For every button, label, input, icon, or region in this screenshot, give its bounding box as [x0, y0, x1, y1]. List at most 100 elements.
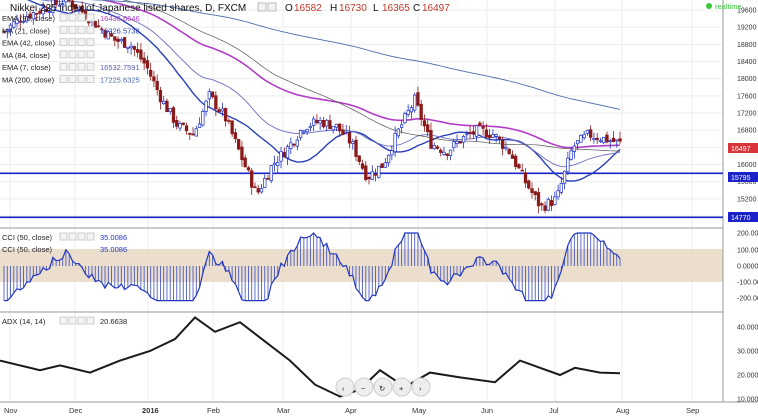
chart-grid — [0, 0, 723, 402]
cci-band — [0, 249, 723, 282]
candle-body — [302, 130, 306, 133]
adx-tick-label: 10.000 — [737, 397, 758, 404]
candle-body — [191, 133, 195, 136]
price-tick-label: 15200 — [737, 196, 757, 203]
candle-body — [585, 129, 590, 134]
candle-body — [139, 49, 143, 60]
support-lines[interactable] — [0, 172, 723, 219]
candle-body — [413, 94, 417, 111]
time-tick-label: Jun — [481, 406, 493, 415]
legend-button-icon — [68, 62, 77, 71]
candle-body — [396, 128, 401, 137]
candle-body — [237, 139, 241, 150]
ohlc-key: H — [330, 3, 337, 14]
realtime-dot-icon — [706, 3, 712, 9]
zoom-in-button[interactable]: + — [392, 377, 412, 397]
candle-body — [523, 172, 528, 184]
candle-body — [12, 21, 16, 28]
candle-body — [559, 183, 563, 193]
candle-body — [64, 0, 68, 3]
price-tick-label: 15600 — [737, 179, 757, 186]
candle-body — [461, 136, 466, 143]
candle-body — [575, 140, 580, 145]
candle-body — [217, 109, 221, 112]
price-tick-label: 18400 — [737, 59, 757, 66]
ema42-line — [39, 0, 621, 168]
ohlc-readout: O 16582 H 16730 L 16365 C 16497 — [285, 3, 450, 14]
candle-body — [210, 91, 215, 98]
time-axis[interactable]: Nov Dec 2016 Feb Mar Apr May Jun Jul Aug Sep — [4, 406, 699, 415]
ohlc-key: C — [413, 3, 420, 14]
candle-body — [292, 143, 296, 146]
candle-body — [380, 163, 384, 168]
cci-label: CCI (50, close) — [2, 233, 53, 242]
candle-body — [109, 33, 114, 37]
zoom-out-button[interactable]: − — [354, 377, 374, 397]
indicator-label: MA (21, close) — [2, 26, 50, 35]
legend-button-icon — [68, 232, 77, 241]
candle-body — [308, 125, 313, 129]
candle-body — [598, 140, 603, 143]
candle-body — [487, 134, 492, 138]
header-icons[interactable] — [257, 2, 277, 12]
legend-button-icon — [68, 75, 77, 83]
indicator-label: EMA (7, close) — [2, 63, 51, 72]
candle-body — [419, 103, 423, 120]
ma84-line — [122, 0, 621, 152]
candle-body — [514, 155, 518, 167]
candle-body — [367, 176, 371, 180]
candlesticks — [2, 0, 622, 214]
legend-button-icon — [86, 13, 95, 22]
candle-body — [135, 49, 140, 53]
chart-navigation[interactable]: ‹ − ↻ + › — [335, 377, 431, 397]
candle-body — [331, 125, 335, 131]
cci-tick-label: -200.00 — [737, 296, 758, 303]
price-tick-label: 19200 — [737, 25, 757, 32]
candle-body — [70, 0, 75, 8]
candle-body — [393, 132, 397, 153]
legend-button-icon — [59, 38, 68, 47]
cci-indicator — [3, 232, 621, 302]
candle-body — [390, 150, 394, 156]
scroll-right-button[interactable]: › — [411, 377, 431, 397]
candle-body — [96, 25, 101, 28]
candle-body — [562, 170, 567, 184]
candle-body — [556, 190, 560, 198]
time-tick-label: Jul — [549, 406, 559, 415]
cci-line — [4, 232, 621, 302]
candle-body — [406, 110, 410, 115]
adx-line — [0, 316, 621, 398]
price-tick-label: 16800 — [737, 128, 757, 135]
candle-body — [28, 13, 32, 19]
realtime-badge: realtime — [706, 2, 742, 11]
candle-body — [338, 123, 342, 132]
candle-body — [5, 29, 9, 32]
support-value-1: 15795 — [731, 175, 751, 182]
candle-body — [351, 141, 355, 144]
legend-button-icon — [59, 13, 68, 22]
candle-body — [429, 129, 433, 149]
settings-icon — [267, 2, 277, 12]
chart-title: Nikkei 225 index of Japanese listed shar… — [10, 3, 246, 14]
legend-button-icon — [59, 232, 68, 241]
moving-averages — [27, 0, 621, 182]
candle-body — [315, 119, 319, 124]
candle-body — [2, 30, 6, 33]
candle-body — [165, 100, 169, 112]
chevron-left-icon: ‹ — [342, 384, 345, 393]
candle-body — [80, 5, 84, 13]
price-axis[interactable]: 19600 19200 18800 18400 18000 17600 17200 16800… — [737, 8, 757, 221]
support-tag-1: 15795 — [728, 172, 758, 182]
scroll-left-button[interactable]: ‹ — [335, 377, 355, 397]
candle-body — [100, 28, 104, 31]
price-tick-label: 18000 — [737, 76, 757, 83]
legend-button-icon — [86, 316, 95, 325]
candle-body — [253, 186, 257, 189]
candle-body — [214, 95, 218, 110]
legend-button-icon — [77, 62, 86, 71]
last-price-value: 16497 — [731, 146, 751, 153]
reset-button[interactable]: ↻ — [373, 377, 393, 397]
chart-header: Nikkei 225 index of Japanese listed shar… — [10, 2, 450, 14]
indicator-legend: EMA (90, close) 16438.6646 MA (21, close) 1… — [2, 13, 140, 325]
